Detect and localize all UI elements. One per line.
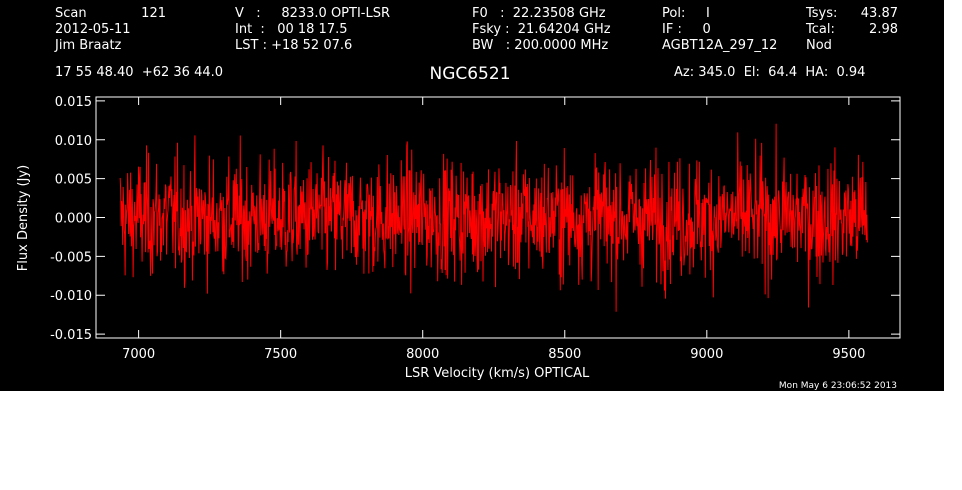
source-coordinates: 17 55 48.40 +62 36 44.0 (55, 65, 224, 80)
f0-line: F0 : 22.23508 GHz (472, 6, 606, 21)
y-tick-label: 0.015 (55, 95, 92, 110)
fsky-line: Fsky : 21.64204 GHz (472, 22, 611, 37)
tsys-value: 43.87 (860, 6, 898, 21)
x-tick-label: 7000 (122, 347, 155, 362)
y-axis-label: Flux Density (Jy) (16, 165, 31, 271)
az-el-ha-line: Az: 345.0 El: 64.4 HA: 0.94 (674, 65, 866, 80)
obs-date: 2012-05-11 (55, 22, 131, 37)
observer-name: Jim Braatz (55, 38, 122, 53)
lst-line: LST : +18 52 07.6 (235, 38, 353, 53)
y-tick-label: -0.005 (50, 250, 92, 265)
series-group (119, 123, 868, 312)
bandwidth-line: BW : 200.0000 MHz (472, 38, 609, 53)
scan-value: 121 (141, 6, 166, 21)
flux-spectrum-line (119, 123, 868, 312)
if-line: IF : 0 (662, 22, 711, 37)
observing-mode: Nod (806, 38, 832, 53)
y-tick-label: -0.010 (50, 289, 92, 304)
polarization-line: Pol: I (662, 6, 710, 21)
y-tick-label: 0.010 (55, 134, 92, 149)
chart-title: NGC6521 (429, 64, 510, 84)
tsys-label: Tsys: (806, 6, 838, 21)
y-tick-label: 0.005 (55, 173, 92, 188)
x-tick-label: 8500 (548, 347, 581, 362)
project-id: AGBT12A_297_12 (662, 38, 778, 53)
x-tick-label: 9500 (832, 347, 865, 362)
tcal-label: Tcal: (806, 22, 835, 37)
y-tick-label: -0.015 (50, 328, 92, 343)
x-tick-label: 9000 (690, 347, 723, 362)
x-axis-label: LSR Velocity (km/s) OPTICAL (405, 366, 590, 381)
scan-label: Scan (55, 6, 87, 21)
plot-panel: Scan 121 2012-05-11 Jim Braatz 17 55 48.… (0, 0, 944, 391)
x-tick-label: 7500 (264, 347, 297, 362)
integration-line: Int : 00 18 17.5 (235, 22, 348, 37)
spectrum-chart: NGC6521 7000 7500 8000 8500 9000 9500 -0.015 -0… (16, 64, 901, 391)
x-tick-label: 8000 (406, 347, 439, 362)
velocity-line: V : 8233.0 OPTI-LSR (235, 6, 391, 21)
y-tick-label: 0.000 (55, 212, 92, 227)
plot-timestamp: Mon May 6 23:06:52 2013 (779, 381, 897, 391)
tcal-value: 2.98 (869, 22, 898, 37)
tick-group: 7000 7500 8000 8500 9000 9500 -0.015 -0.010 -0.0… (50, 95, 900, 362)
